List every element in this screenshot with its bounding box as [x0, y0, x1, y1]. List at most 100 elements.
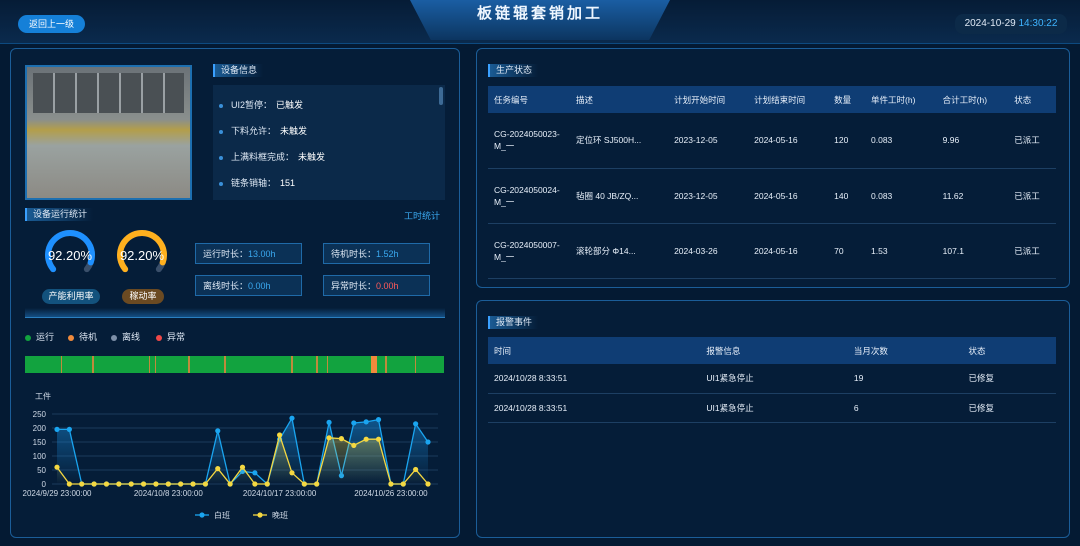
- data-point: [301, 481, 307, 487]
- info-value: 未触发: [280, 126, 308, 136]
- legend-label: 晚班: [272, 510, 288, 520]
- table-cell: 2024/10/28 8:33:51: [488, 364, 701, 394]
- alarm-title: 报警事件: [488, 316, 539, 329]
- data-point: [375, 436, 382, 442]
- data-point: [425, 481, 431, 487]
- timeline-standby-mark: [188, 356, 190, 373]
- y-axis-label: 工件: [35, 391, 51, 401]
- data-point: [413, 421, 419, 427]
- data-point: [326, 435, 332, 441]
- info-label: 下料允许：: [231, 126, 277, 136]
- y-tick-label: 0: [42, 480, 47, 489]
- table-cell: UI1紧急停止: [700, 393, 848, 423]
- table-row[interactable]: 2024/10/28 8:33:51 UI1紧急停止 6 已修复: [488, 393, 1056, 423]
- legend-abnormal: 异常: [156, 330, 185, 343]
- data-point: [202, 481, 208, 487]
- x-tick-label: 2024/10/8 23:00:00: [134, 489, 204, 498]
- data-point: [227, 481, 233, 487]
- info-item: UI2暂停： 已触发: [219, 98, 303, 111]
- legend-label: 白班: [214, 510, 230, 520]
- table-row[interactable]: CG-2024050007-M_一 滚轮部分 Φ14... 2024-03-26 20…: [488, 223, 1056, 279]
- table-row[interactable]: CG-2024050023-M_一 定位环 SJ500H... 2023-12-05…: [488, 113, 1056, 169]
- timeline-standby-mark: [326, 356, 329, 373]
- offline-duration: 离线时长：0.00h: [195, 275, 302, 296]
- legend-marker: [257, 512, 263, 518]
- legend-running: 运行: [25, 330, 54, 343]
- table-cell: 140: [828, 168, 866, 224]
- run-duration: 运行时长：13.00h: [195, 243, 302, 264]
- x-tick-label: 2024/9/29 23:00:00: [23, 489, 93, 498]
- x-tick-label: 2024/10/17 23:00:00: [243, 489, 317, 498]
- info-item: 链条销轴： 151: [219, 176, 295, 189]
- column-header: 报警信息: [700, 337, 848, 364]
- availability-label: 稼动率: [122, 289, 164, 304]
- hours-stats-link[interactable]: 工时统计: [404, 211, 441, 221]
- column-header: 计划开始时间: [668, 86, 749, 113]
- table-row[interactable]: 2024/10/28 8:33:51 UI1紧急停止 19 已修复: [488, 364, 1056, 394]
- standby-duration: 待机时长：1.52h: [323, 243, 430, 264]
- utilization-gauge: [45, 230, 95, 273]
- back-button[interactable]: 返回上一级: [18, 15, 85, 33]
- column-header: 合计工时(h): [936, 86, 1009, 113]
- table-cell: 定位环 SJ500H...: [570, 113, 669, 169]
- timeline-standby-mark: [385, 356, 387, 373]
- table-cell: 11.62: [936, 168, 1009, 224]
- data-point: [91, 481, 97, 487]
- table-cell: 2024/10/28 8:33:51: [488, 393, 701, 423]
- clock-date: 2024-10-29: [964, 18, 1016, 29]
- table-cell: 滚轮部分 Φ14...: [570, 223, 669, 279]
- info-label: 上满料框完成：: [231, 152, 295, 162]
- clock-time: 14:30:22: [1018, 18, 1058, 29]
- data-point: [338, 436, 345, 442]
- data-point: [277, 432, 283, 438]
- timeline-standby-mark: [224, 356, 226, 373]
- data-point: [54, 464, 60, 470]
- scrollbar[interactable]: [439, 87, 443, 105]
- table-cell: 已修复: [962, 393, 1056, 423]
- table-cell: 1.53: [865, 223, 937, 279]
- table-cell: 120: [828, 113, 866, 169]
- run-stats-title: 设备运行统计: [25, 208, 94, 221]
- table-cell: 0.083: [865, 168, 937, 224]
- data-point: [103, 481, 110, 487]
- timeline-standby-mark: [60, 356, 63, 373]
- table-cell: CG-2024050007-M_一: [488, 223, 570, 279]
- y-tick-label: 200: [33, 424, 47, 433]
- data-point: [215, 466, 221, 472]
- info-item: 上满料框完成： 未触发: [219, 150, 325, 163]
- device-photo: [25, 65, 192, 200]
- table-cell: 2024-03-26: [668, 223, 749, 279]
- y-tick-label: 250: [33, 410, 47, 419]
- series-area: [57, 435, 428, 484]
- column-header: 数量: [828, 86, 866, 113]
- table-cell: 19: [847, 364, 963, 394]
- data-point: [351, 442, 357, 448]
- status-timeline: [25, 356, 444, 373]
- availability-gauge: [117, 230, 167, 273]
- data-point: [351, 420, 357, 426]
- utilization-label: 产能利用率: [42, 289, 100, 304]
- info-value: 已触发: [276, 100, 304, 110]
- timeline-standby-mark: [316, 356, 318, 373]
- data-point: [128, 481, 134, 487]
- divider: [25, 308, 445, 318]
- data-point: [388, 481, 394, 487]
- alarm-table: 时间 报警信息 当月次数 状态 2024/10/28 8:33:51 UI1紧急停止 19 已…: [488, 337, 1056, 423]
- production-table: 任务编号 描述 计划开始时间 计划结束时间 数量 单件工时(h) 合计工时(h) 状态 CG-2…: [488, 86, 1056, 279]
- data-point: [289, 415, 295, 421]
- column-header: 状态: [962, 337, 1056, 364]
- data-point: [140, 481, 147, 487]
- clock: 2024-10-29 14:30:22: [955, 14, 1067, 34]
- info-value: 151: [280, 178, 296, 188]
- table-cell: 6: [847, 393, 963, 423]
- data-point: [252, 481, 258, 487]
- info-label: 链条销轴：: [231, 178, 277, 188]
- table-cell: 毡圈 40 JB/ZQ...: [570, 168, 669, 224]
- column-header: 任务编号: [488, 86, 570, 113]
- availability-value: 92.20%: [119, 248, 165, 263]
- data-point: [178, 481, 184, 487]
- table-row[interactable]: CG-2024050024-M_一 毡圈 40 JB/ZQ... 2023-12-0…: [488, 168, 1056, 224]
- data-point: [165, 481, 171, 487]
- data-point: [54, 426, 60, 432]
- data-point: [314, 481, 320, 487]
